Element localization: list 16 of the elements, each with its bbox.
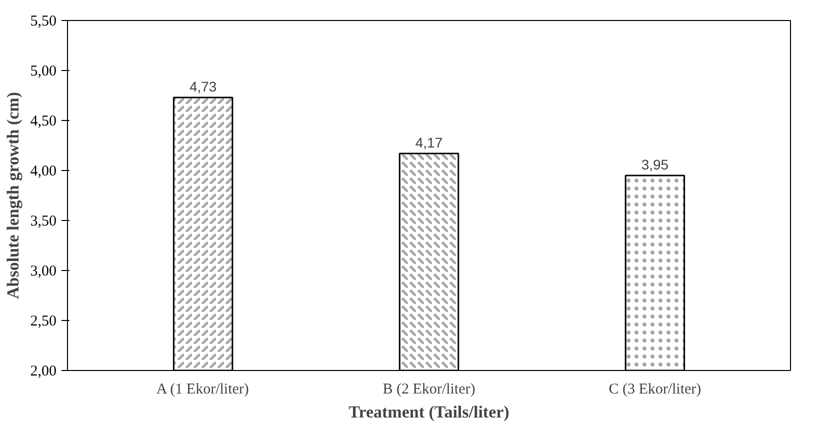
y-tick-label: 4,00 [30,164,56,180]
y-tick-label: 3,50 [30,214,56,230]
data-label: 3,95 [641,156,669,172]
x-tick-label: B (2 Ekor/liter) [382,382,476,398]
y-tick-label: 2,50 [30,314,56,330]
y-tick-label: 4,50 [30,114,56,130]
y-tick-label: 5,00 [30,64,56,80]
data-label: 4,17 [415,134,443,150]
x-axis-title: Treatment (Tails/liter) [348,402,510,422]
data-label: 4,73 [189,78,217,94]
y-tick-label: 2,00 [30,364,56,380]
y-tick-label: 5,50 [30,14,56,30]
y-tick-label: 3,00 [30,264,56,280]
x-tick-label: A (1 Ekor/liter) [156,382,249,398]
x-tick-label: C (3 Ekor/liter) [608,382,702,398]
y-axis-title: Absolute length growth (cm) [3,92,22,299]
